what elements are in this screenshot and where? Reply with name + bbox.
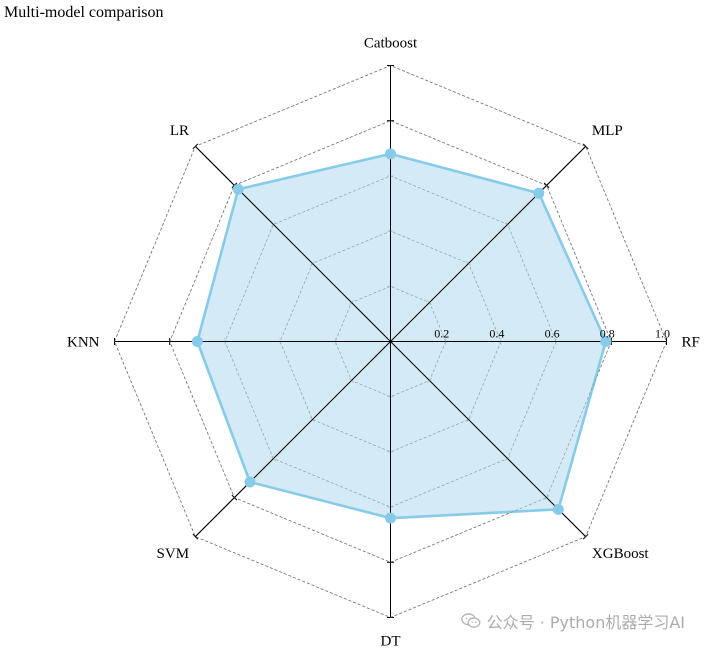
- category-label-knn: KNN: [67, 335, 100, 351]
- rtick-label: 0.6: [545, 327, 560, 341]
- axes-overlay: [114, 65, 667, 618]
- data-point-mlp: [533, 187, 545, 199]
- category-label-catboost: Catboost: [364, 36, 418, 52]
- chart-title: Multi-model comparison: [4, 4, 164, 21]
- data-point-dt: [385, 512, 396, 524]
- grid-ring-overlay: [334, 285, 447, 398]
- rtick-label: 0.2: [434, 327, 449, 341]
- rtick-label: 1.0: [655, 327, 670, 341]
- grid-ring-overlay: [169, 120, 612, 563]
- axis-spoke-overlay: [390, 145, 587, 342]
- category-label-dt: DT: [381, 634, 401, 650]
- watermark: 公众号 · Python机器学习AI: [460, 609, 685, 633]
- data-point-rf: [600, 336, 612, 347]
- data-point-svm: [244, 476, 256, 488]
- axis-spoke-overlay: [194, 341, 391, 538]
- wechat-icon: [460, 613, 481, 628]
- grid-ring-overlay: [224, 175, 557, 508]
- data-point-knn: [191, 336, 203, 347]
- category-label-svm: SVM: [157, 546, 190, 562]
- data-point-lr: [232, 183, 244, 195]
- data-point-catboost: [385, 148, 396, 160]
- grid-ring-overlay: [114, 65, 667, 618]
- category-label-xgboost: XGBoost: [592, 546, 650, 562]
- rtick-label: 0.8: [600, 327, 615, 341]
- category-label-lr: LR: [170, 123, 189, 139]
- grid-ring-overlay: [279, 230, 502, 453]
- axis-spoke-overlay: [390, 341, 587, 538]
- rtick-label: 0.4: [489, 327, 504, 341]
- data-point-xgboost: [552, 503, 564, 515]
- category-label-rf: RF: [682, 335, 700, 351]
- watermark-text: 公众号 · Python机器学习AI: [486, 613, 685, 632]
- category-label-mlp: MLP: [592, 123, 623, 139]
- axis-spoke-overlay: [194, 145, 391, 342]
